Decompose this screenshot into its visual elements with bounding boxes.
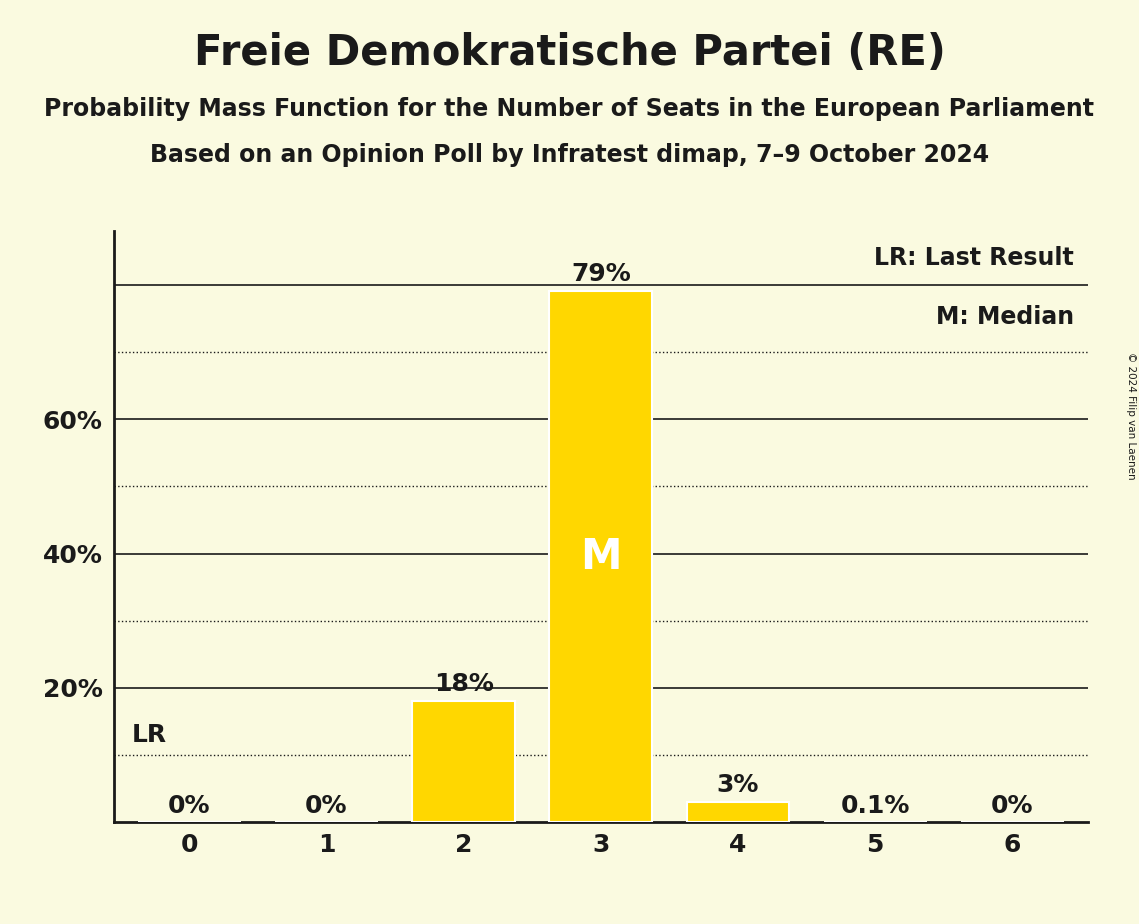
Text: M: Median: M: Median (936, 305, 1074, 329)
Text: LR: Last Result: LR: Last Result (875, 246, 1074, 270)
Text: Probability Mass Function for the Number of Seats in the European Parliament: Probability Mass Function for the Number… (44, 97, 1095, 121)
Text: 3%: 3% (716, 772, 760, 796)
Text: 79%: 79% (571, 262, 631, 286)
Text: 0%: 0% (169, 794, 211, 818)
Text: 0%: 0% (305, 794, 347, 818)
Text: Freie Demokratische Partei (RE): Freie Demokratische Partei (RE) (194, 32, 945, 74)
Text: 0.1%: 0.1% (841, 794, 910, 818)
Bar (549, 291, 653, 822)
Text: Based on an Opinion Poll by Infratest dimap, 7–9 October 2024: Based on an Opinion Poll by Infratest di… (150, 143, 989, 167)
Text: M: M (580, 536, 622, 578)
Bar (687, 802, 789, 822)
Text: 0%: 0% (991, 794, 1033, 818)
Text: © 2024 Filip van Laenen: © 2024 Filip van Laenen (1126, 352, 1136, 480)
Text: LR: LR (132, 723, 166, 748)
Bar (412, 701, 515, 822)
Text: 18%: 18% (434, 672, 493, 696)
